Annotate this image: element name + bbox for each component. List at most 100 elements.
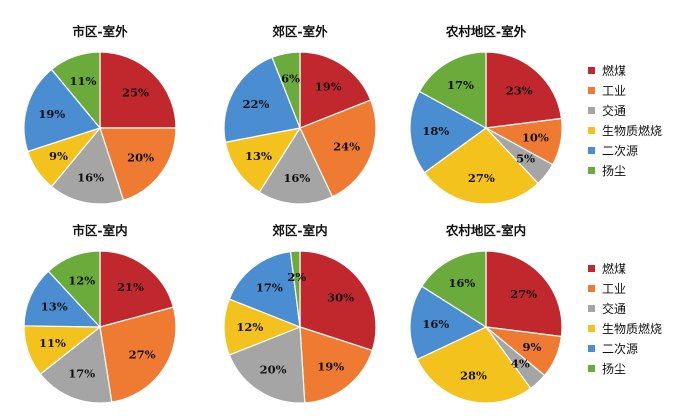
pie-title: 农村地区-室内 (445, 223, 526, 238)
pie-chart: 25% 20% 16% 9% 19% 11% 市区-室外 (23, 24, 177, 205)
slice-label: 13% (41, 300, 68, 314)
legend-swatch (588, 87, 595, 94)
pie-slice (485, 51, 563, 129)
pie-slice (23, 270, 102, 328)
slice-label: 6% (281, 72, 300, 86)
pie-slice (485, 250, 563, 338)
pie-slice (418, 51, 487, 130)
slice-label: 17% (447, 78, 474, 92)
slice-label: 17% (68, 367, 95, 381)
slice-label: 16% (283, 171, 310, 185)
pie-slice (224, 127, 302, 193)
slice-label: 30% (327, 291, 354, 305)
slice-label: 13% (245, 149, 272, 163)
legend-swatch (588, 147, 595, 154)
slice-label: 11% (39, 336, 66, 350)
slice-label: 25% (122, 86, 149, 100)
slice-label: 20% (260, 362, 287, 376)
pie-slice (299, 51, 372, 129)
pie-chart: 30% 19% 20% 12% 17% 2% 郊区-室内 (223, 223, 377, 404)
legend-label: 燃煤 (602, 261, 626, 276)
legend-swatch (588, 305, 595, 312)
slice-label: 12% (68, 273, 95, 287)
pie-slice (23, 68, 102, 153)
pie-slice (228, 250, 301, 328)
pie-slice (50, 51, 101, 130)
legend-label: 扬尘 (602, 163, 626, 178)
pie-slice (99, 306, 177, 403)
pie-slice (423, 127, 539, 205)
slice-label: 28% (460, 369, 487, 383)
legend-swatch (588, 167, 595, 174)
pie-slice (299, 326, 374, 404)
pie-chart: 21% 27% 17% 11% 13%12% 市区-室内 (23, 223, 177, 404)
slice-label: 12% (236, 320, 263, 334)
slice-label: 17% (256, 280, 283, 294)
pie-chart: 23% 10% 5% 27% 18% 17% 农村地区-室外 (409, 24, 563, 205)
slice-label: 9% (49, 149, 68, 163)
pie-title: 市区-室外 (72, 24, 128, 39)
pie-title: 郊区-室外 (272, 24, 328, 39)
pie-slice (421, 250, 487, 329)
legend-label: 工业 (602, 84, 626, 98)
legend-label: 二次源 (602, 144, 638, 158)
pie-slice (223, 56, 301, 143)
slice-label: 16% (77, 170, 104, 184)
slice-label: 22% (243, 97, 270, 111)
slice-label: 5% (516, 152, 535, 166)
pie-chart: 19% 24% 16% 13% 22% 6% 郊区-室外 (223, 24, 377, 205)
legend-label: 二次源 (602, 342, 638, 356)
pie-slice (409, 90, 488, 174)
legend-swatch (588, 285, 595, 292)
pie-slice (299, 99, 377, 198)
slice-label: 27% (468, 171, 495, 185)
legend-label: 生物质燃烧 (602, 123, 662, 138)
slice-label: 10% (522, 130, 549, 144)
pie-slice (416, 326, 532, 404)
slice-label: 11% (70, 74, 97, 88)
slice-label: 2% (287, 270, 306, 284)
pie-slice (99, 127, 177, 202)
pie-title: 市区-室内 (72, 223, 127, 238)
slice-label: 16% (448, 276, 475, 290)
legend-swatch (588, 107, 595, 114)
pie-slice (99, 250, 175, 328)
pie-slice (99, 51, 177, 129)
pie-charts: 25% 20% 16% 9% 19% 11% 市区-室外 19% 24% 16% 13% 22% 6% 郊… (23, 24, 563, 404)
pie-slice (39, 325, 113, 404)
pie-title: 农村地区-室外 (445, 24, 527, 39)
pie-chart: 27% 9% 4% 28% 16% 16% 农村地区-室内 (409, 223, 563, 404)
pie-slice (271, 51, 301, 129)
slice-label: 18% (422, 124, 449, 138)
slice-label: 20% (127, 151, 154, 165)
legend-label: 扬尘 (602, 361, 626, 376)
pie-title: 郊区-室内 (272, 223, 327, 238)
legend-swatch (588, 365, 595, 372)
legend-swatch (588, 67, 595, 74)
pie-slice (50, 126, 125, 205)
slice-label: 27% (129, 347, 156, 361)
legend-label: 工业 (602, 282, 626, 296)
slice-label: 23% (506, 83, 533, 97)
pie-slice (228, 326, 306, 404)
legend-label: 燃煤 (602, 63, 626, 78)
pie-slice (258, 126, 334, 205)
legend-swatch (588, 127, 595, 134)
slice-label: 9% (523, 340, 542, 354)
legend-label: 交通 (602, 301, 626, 316)
pie-slice (409, 285, 488, 361)
legend-swatch (588, 265, 595, 272)
legend-swatch (588, 325, 595, 332)
pie-slice (47, 250, 101, 329)
slice-label: 16% (422, 317, 449, 331)
legend-swatch (588, 345, 595, 352)
pie-slice (289, 250, 301, 328)
slice-label: 19% (315, 80, 342, 94)
slice-label: 27% (510, 287, 537, 301)
pie-slice (299, 250, 377, 352)
slice-label: 24% (333, 140, 360, 154)
